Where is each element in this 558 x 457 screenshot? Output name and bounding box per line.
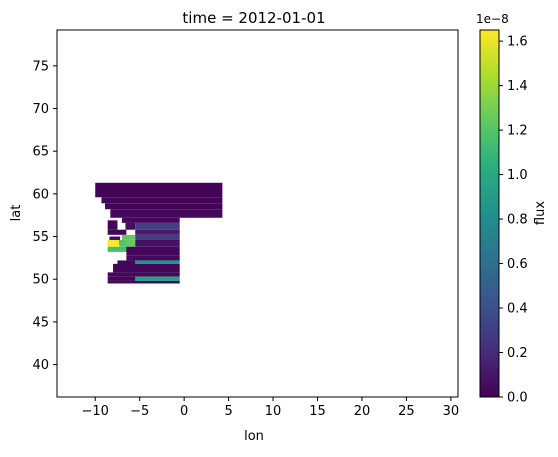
colorbar-tick-label: 0.0 [507, 391, 528, 406]
x-tick-label: 30 [443, 404, 460, 419]
heatmap-cell [121, 234, 136, 240]
heatmap-cell [135, 229, 180, 235]
y-tick-label: 75 [32, 59, 49, 74]
heatmap-cell [125, 222, 136, 230]
x-axis-ticks: −10 −5 0 5 10 15 20 25 30 [82, 397, 460, 419]
colorbar-tick-label: 1.0 [507, 168, 528, 183]
heatmap-cell [119, 239, 126, 247]
x-tick-label: 10 [265, 404, 282, 419]
y-axis-label: lat [9, 205, 24, 222]
heatmap-cell [107, 272, 180, 277]
x-tick-label: 15 [309, 404, 326, 419]
x-tick-label: 5 [224, 404, 232, 419]
colorbar-tick-label: 0.6 [507, 257, 528, 272]
heatmap-cell [135, 276, 180, 281]
heatmap-cell [107, 246, 136, 252]
heatmap-cell [107, 280, 180, 284]
heatmap-cell [110, 209, 223, 218]
y-axis-ticks: 40 45 50 55 60 65 70 75 [32, 59, 57, 373]
x-tick-label: −5 [130, 404, 149, 419]
x-tick-label: 25 [398, 404, 415, 419]
y-tick-label: 45 [32, 315, 49, 330]
heatmap-cell [126, 255, 180, 261]
heatmap-cells [95, 182, 223, 284]
colorbar-tick-label: 1.6 [507, 35, 528, 50]
heatmap-cell [126, 246, 180, 256]
heatmap-cell [135, 222, 180, 230]
heatmap-cell [113, 263, 180, 273]
colorbar-tick-label: 1.2 [507, 124, 528, 139]
heatmap-cell [95, 182, 223, 198]
x-tick-label: −10 [82, 404, 109, 419]
y-tick-label: 55 [32, 230, 49, 245]
heatmap-cell [107, 220, 118, 230]
heatmap-cell [107, 276, 136, 281]
heatmap-cell [107, 239, 120, 247]
colorbar [479, 29, 500, 398]
heatmap-cell [135, 260, 180, 264]
x-tick-label: 20 [354, 404, 371, 419]
heatmap-cell [105, 203, 223, 210]
heatmap-cell [135, 239, 180, 247]
plot-frame [56, 29, 459, 398]
heatmap-cell [107, 229, 127, 235]
heatmap-cell [125, 239, 136, 247]
y-tick-label: 70 [32, 102, 49, 117]
colorbar-tick-label: 0.4 [507, 302, 528, 317]
colorbar-tick-label: 0.2 [507, 346, 528, 361]
y-tick-label: 60 [32, 187, 49, 202]
y-tick-label: 50 [32, 273, 49, 288]
colorbar-tick-label: 0.8 [507, 213, 528, 228]
x-axis-label: lon [244, 429, 264, 444]
y-tick-label: 40 [32, 358, 49, 373]
heatmap-cell [101, 197, 223, 204]
heatmap-cell [135, 234, 180, 240]
chart-title: time = 2012-01-01 [182, 9, 325, 27]
heatmap-cell [121, 217, 180, 223]
colorbar-exponent: 1e−8 [476, 12, 509, 26]
colorbar-tick-label: 1.4 [507, 79, 528, 94]
y-tick-label: 65 [32, 145, 49, 160]
x-tick-label: 0 [180, 404, 188, 419]
colorbar-ticks: 0.0 0.2 0.4 0.6 0.8 1.0 1.2 1.4 1.6 [499, 35, 528, 406]
colorbar-label: flux [533, 201, 548, 225]
